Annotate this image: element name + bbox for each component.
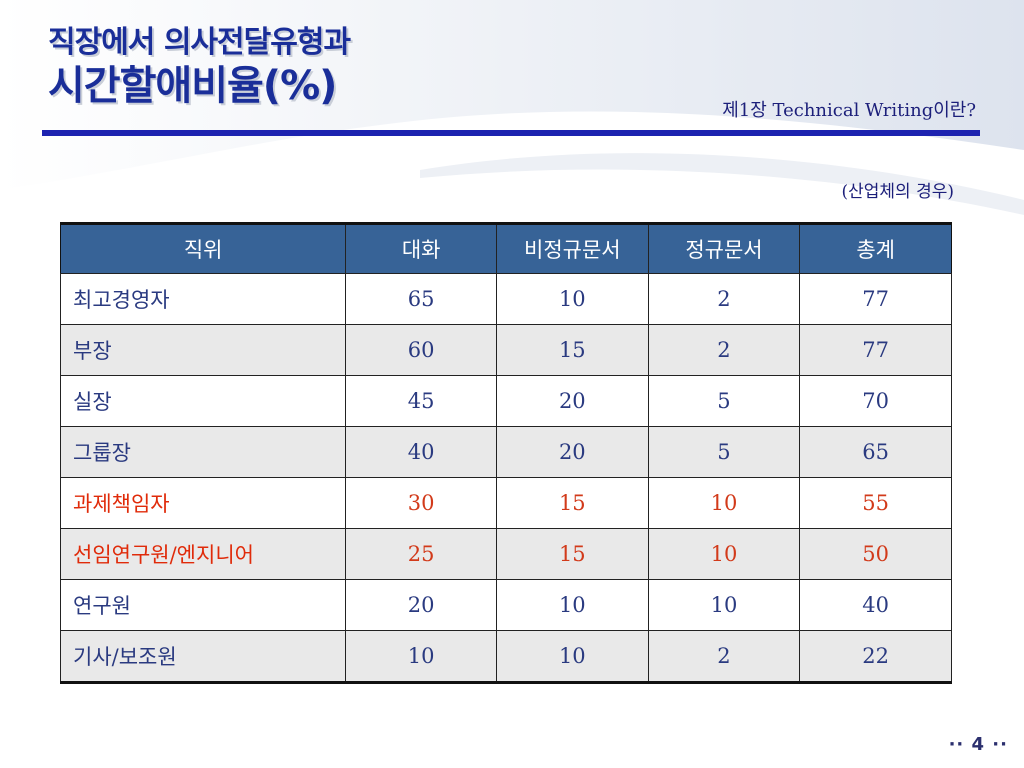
header-formal-docs: 정규문서 [647,223,801,274]
communication-time-table: 직위 대화 비정규문서 정규문서 총계 최고경영자 65 10 2 77 부장 … [59,222,952,684]
table-row: 실장 45 20 5 70 [59,375,952,427]
cell-informal-docs: 10 [495,579,649,631]
row-label: 그룹장 [59,426,347,478]
cell-informal-docs: 20 [495,426,649,478]
cell-conversation: 10 [345,630,497,683]
table-row: 연구원 20 10 10 40 [59,579,952,631]
table-row: 부장 60 15 2 77 [59,324,952,376]
cell-total: 55 [799,477,952,529]
table-row: 기사/보조원 10 10 2 22 [59,630,952,683]
table-row: 최고경영자 65 10 2 77 [59,273,952,325]
cell-formal-docs: 2 [647,324,801,376]
row-label: 과제책임자 [59,477,347,529]
cell-total: 70 [799,375,952,427]
cell-informal-docs: 15 [495,528,649,580]
header-informal-docs: 비정규문서 [495,223,649,274]
header-conversation: 대화 [345,223,497,274]
row-label: 연구원 [59,579,347,631]
title-line-1: 직장에서 의사전달유형과 [48,25,351,60]
row-label: 부장 [59,324,347,376]
cell-conversation: 45 [345,375,497,427]
cell-total: 77 [799,273,952,325]
cell-informal-docs: 15 [495,324,649,376]
cell-formal-docs: 10 [647,528,801,580]
cell-formal-docs: 10 [647,477,801,529]
row-label: 기사/보조원 [59,630,347,683]
cell-total: 50 [799,528,952,580]
cell-formal-docs: 10 [647,579,801,631]
cell-informal-docs: 20 [495,375,649,427]
cell-conversation: 25 [345,528,497,580]
title-line-2: 시간할애비율(%) [48,63,337,109]
cell-conversation: 20 [345,579,497,631]
table-note: (산업체의 경우) [841,182,954,202]
cell-formal-docs: 5 [647,375,801,427]
row-label: 실장 [59,375,347,427]
cell-total: 65 [799,426,952,478]
cell-total: 22 [799,630,952,683]
cell-conversation: 30 [345,477,497,529]
cell-formal-docs: 2 [647,273,801,325]
cell-total: 40 [799,579,952,631]
page-number: ·· 4 ·· [948,734,1008,755]
title-divider [42,130,980,136]
cell-informal-docs: 15 [495,477,649,529]
cell-formal-docs: 2 [647,630,801,683]
row-label: 최고경영자 [59,273,347,325]
chapter-label: 제1장 Technical Writing이란? [722,100,976,121]
cell-total: 77 [799,324,952,376]
cell-informal-docs: 10 [495,273,649,325]
table-row: 과제책임자 30 15 10 55 [59,477,952,529]
row-label: 선임연구원/엔지니어 [59,528,347,580]
slide-title: 직장에서 의사전달유형과 시간할애비율(%) [48,25,351,109]
cell-conversation: 60 [345,324,497,376]
header-position: 직위 [59,223,347,274]
table-header-row: 직위 대화 비정규문서 정규문서 총계 [59,223,952,274]
cell-formal-docs: 5 [647,426,801,478]
table-row: 그룹장 40 20 5 65 [59,426,952,478]
cell-conversation: 65 [345,273,497,325]
table-row: 선임연구원/엔지니어 25 15 10 50 [59,528,952,580]
cell-informal-docs: 10 [495,630,649,683]
cell-conversation: 40 [345,426,497,478]
header-total: 총계 [799,223,952,274]
